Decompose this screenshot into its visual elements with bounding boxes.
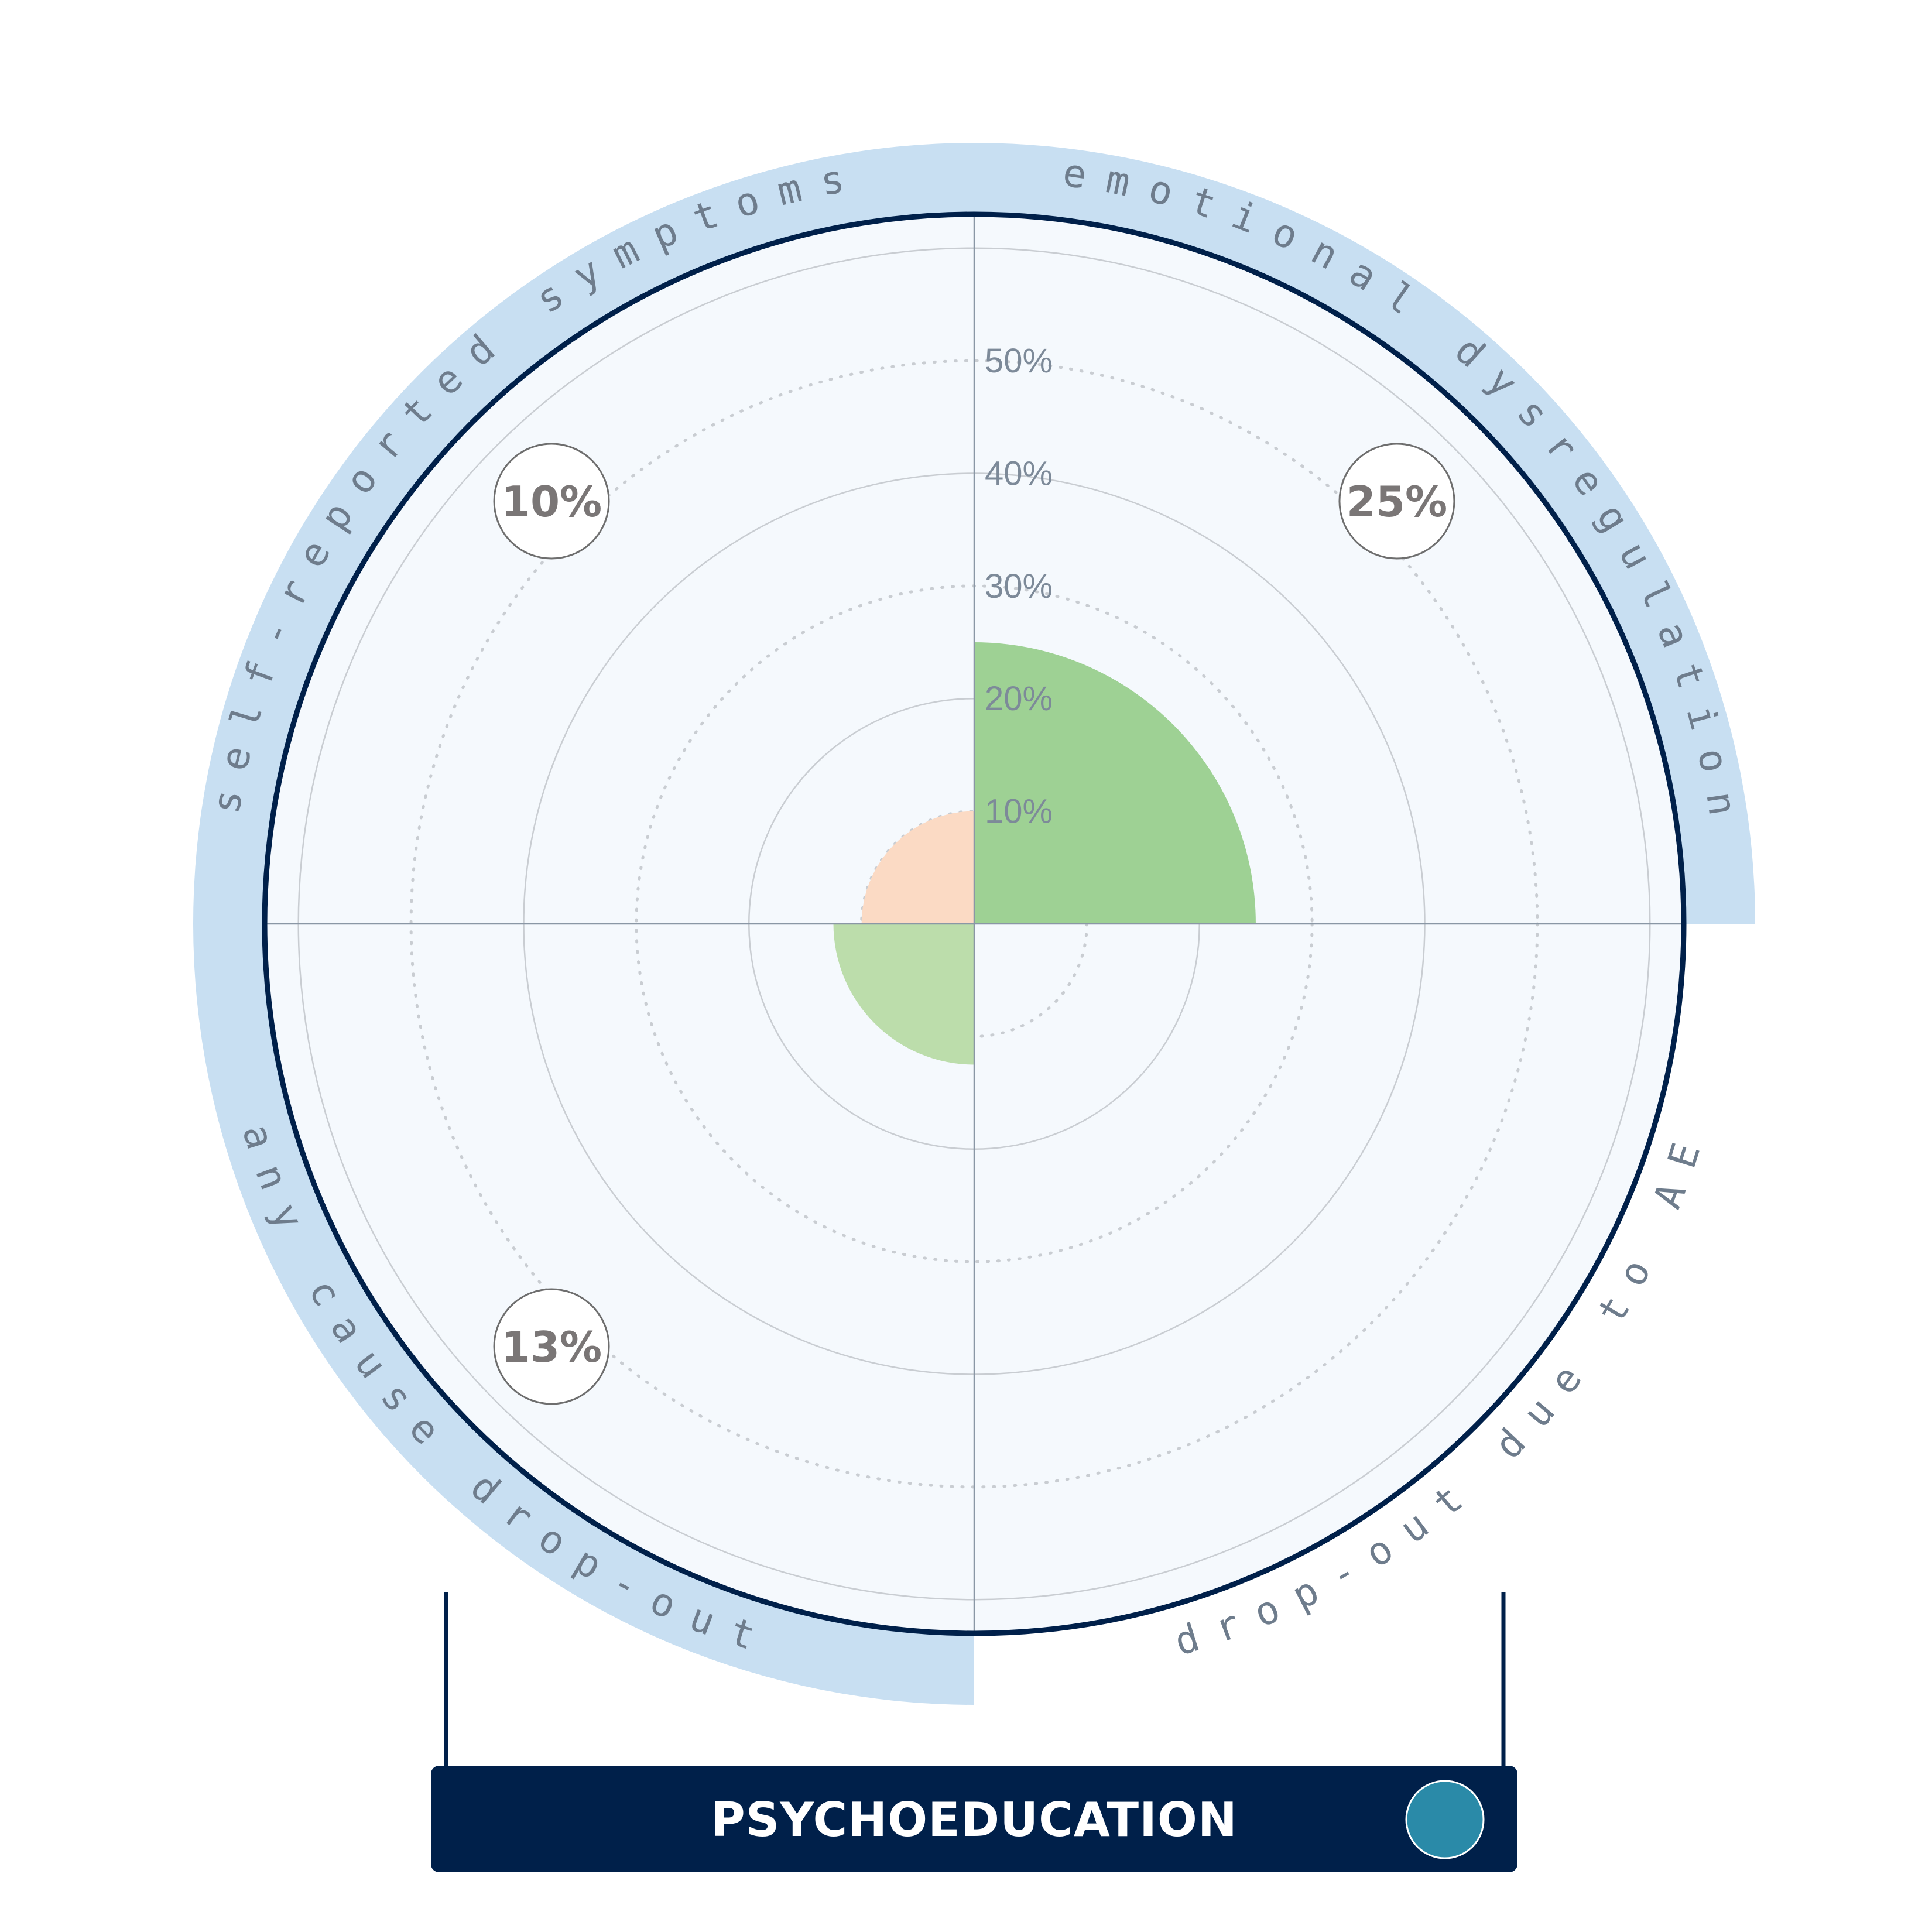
- footer-indicator-dot: [1405, 1780, 1485, 1859]
- value-badges: 25% 10% 13%: [493, 443, 1455, 1405]
- footer-bar: [431, 1766, 1517, 1872]
- badge-value-top-right: 25%: [1347, 477, 1447, 526]
- tick-label-10: 10%: [985, 793, 1053, 831]
- badge-circle-top-left: [493, 443, 610, 560]
- plot-outline: [262, 211, 1687, 1636]
- sector-bottom-left: [833, 924, 974, 1065]
- category-band-0: [974, 143, 1755, 924]
- footer-bar-group: PSYCHOEDUCATION: [431, 1592, 1517, 1872]
- tick-label-50: 50%: [985, 342, 1053, 380]
- tick-label-30: 30%: [985, 567, 1053, 605]
- tick-label-20: 20%: [985, 680, 1053, 718]
- sector-top-left: [861, 811, 974, 924]
- category-bands: [193, 143, 1755, 1705]
- data-sectors: [833, 642, 1256, 1065]
- sector-top-right: [974, 642, 1256, 924]
- badge-circle-bottom-left: [493, 1288, 610, 1405]
- category-band-1: [193, 143, 974, 924]
- quadrant-axes: [265, 214, 1684, 1633]
- footer-label: PSYCHOEDUCATION: [711, 1793, 1238, 1847]
- badge-value-bottom-left: 13%: [501, 1323, 602, 1372]
- badge-value-top-left: 10%: [501, 477, 602, 526]
- radial-tick-labels: 10% 20% 30% 40% 50%: [985, 342, 1053, 831]
- category-band-2: [193, 924, 974, 1705]
- badge-circle-top-right: [1338, 443, 1455, 560]
- tick-label-40: 40%: [985, 454, 1053, 492]
